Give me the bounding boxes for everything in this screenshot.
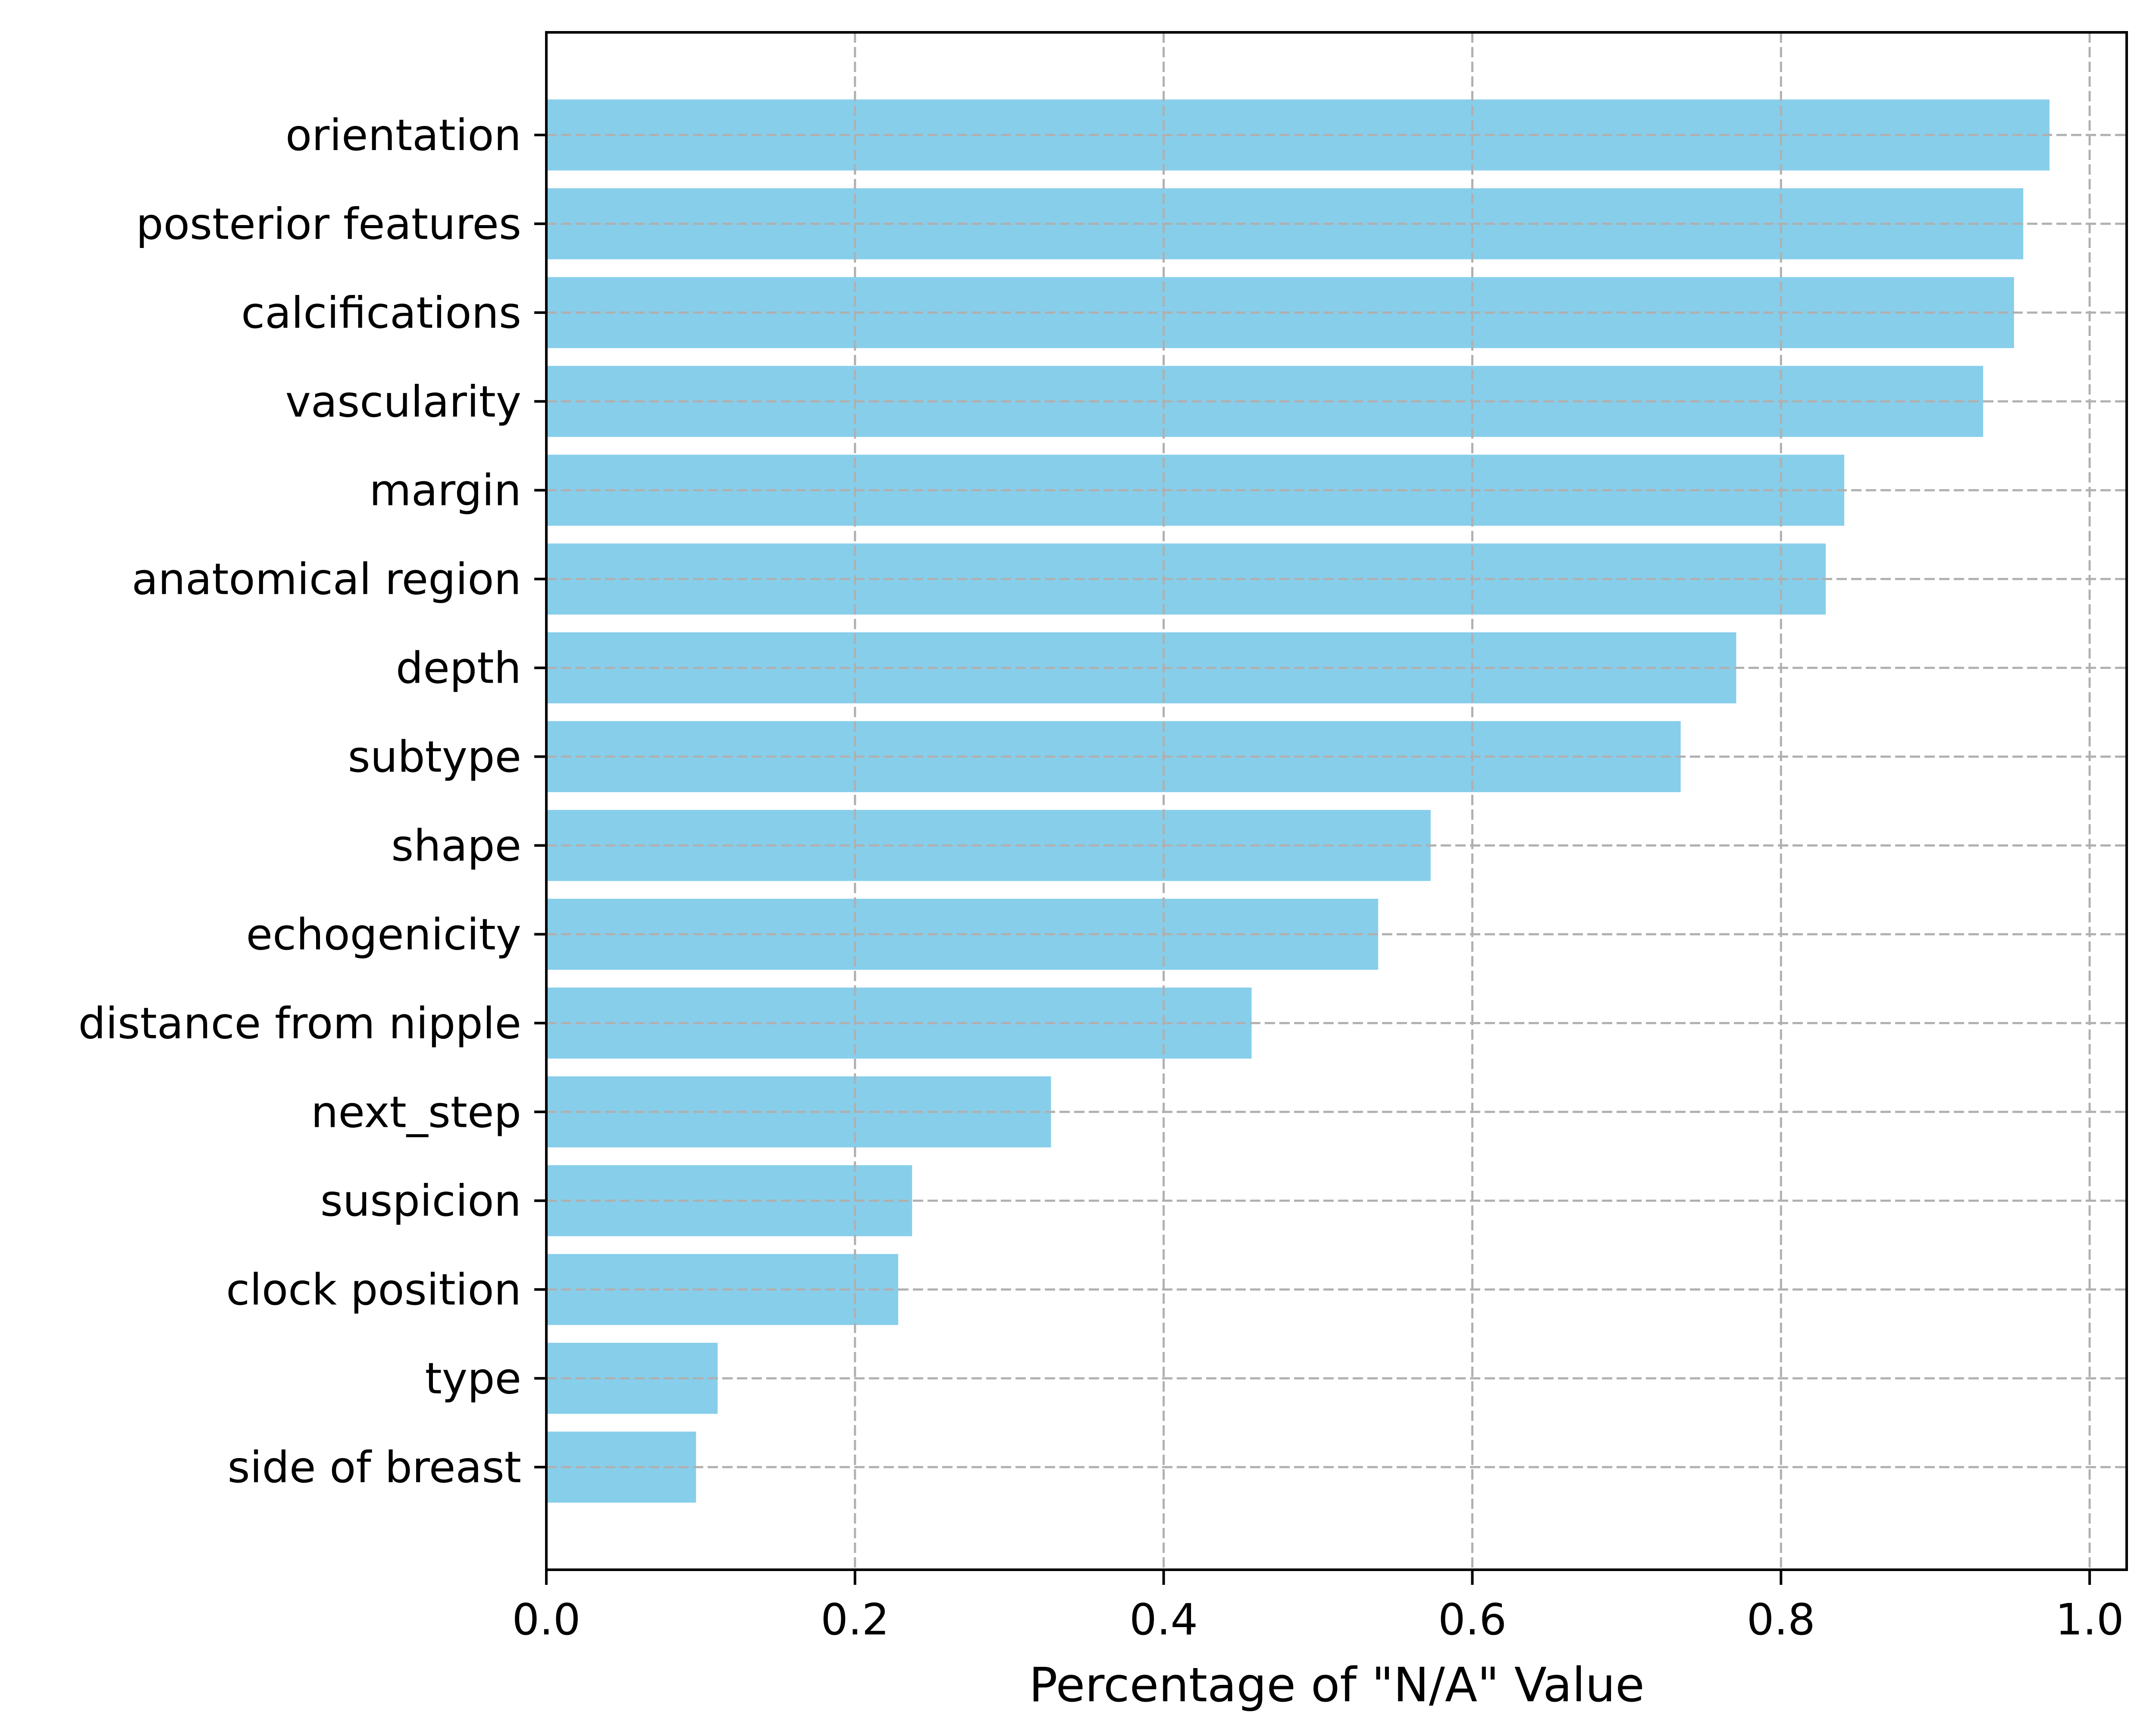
y-tick-label-posterior-features: posterior features — [136, 199, 521, 249]
y-tick-label-type: type — [425, 1353, 521, 1404]
y-tick-label-subtype: subtype — [348, 732, 521, 782]
y-tick-label-orientation: orientation — [285, 110, 521, 160]
y-tick-label-side-of-breast: side of breast — [228, 1442, 521, 1493]
y-tick-label-distance-from-nipple: distance from nipple — [78, 998, 521, 1048]
grid-layer — [546, 32, 2127, 1570]
y-tick-label-clock-position: clock position — [226, 1264, 521, 1315]
y-tick-label-suspicion: suspicion — [320, 1176, 521, 1226]
axes-layer: 0.0 0.2 0.4 0.6 0.8 1.0 orientation posterior f… — [78, 31, 2128, 1645]
x-tick-label-0.6: 0.6 — [1438, 1594, 1507, 1645]
y-tick-label-echogenicity: echogenicity — [246, 909, 521, 960]
y-tick-label-margin: margin — [369, 465, 521, 516]
y-tick-label-anatomical-region: anatomical region — [132, 554, 521, 605]
plot-border — [545, 31, 2128, 1571]
x-tick-label-0.0: 0.0 — [512, 1594, 580, 1645]
y-tick-label-depth: depth — [396, 643, 521, 693]
y-tick-label-vascularity: vascularity — [285, 376, 521, 427]
x-tick-label-0.4: 0.4 — [1129, 1594, 1198, 1645]
x-tick-label-0.8: 0.8 — [1747, 1594, 1815, 1645]
x-axis-label: Percentage of "N/A" Value — [1029, 1657, 1645, 1712]
y-tick-label-shape: shape — [391, 820, 521, 871]
bars-layer — [546, 99, 2050, 1503]
x-tick-label-0.2: 0.2 — [821, 1594, 889, 1645]
y-tick-label-next-step: next_step — [311, 1087, 521, 1137]
bar-type — [546, 1342, 718, 1414]
x-tick-label-1.0: 1.0 — [2056, 1594, 2124, 1645]
y-tick-label-calcifications: calcifications — [241, 288, 521, 338]
